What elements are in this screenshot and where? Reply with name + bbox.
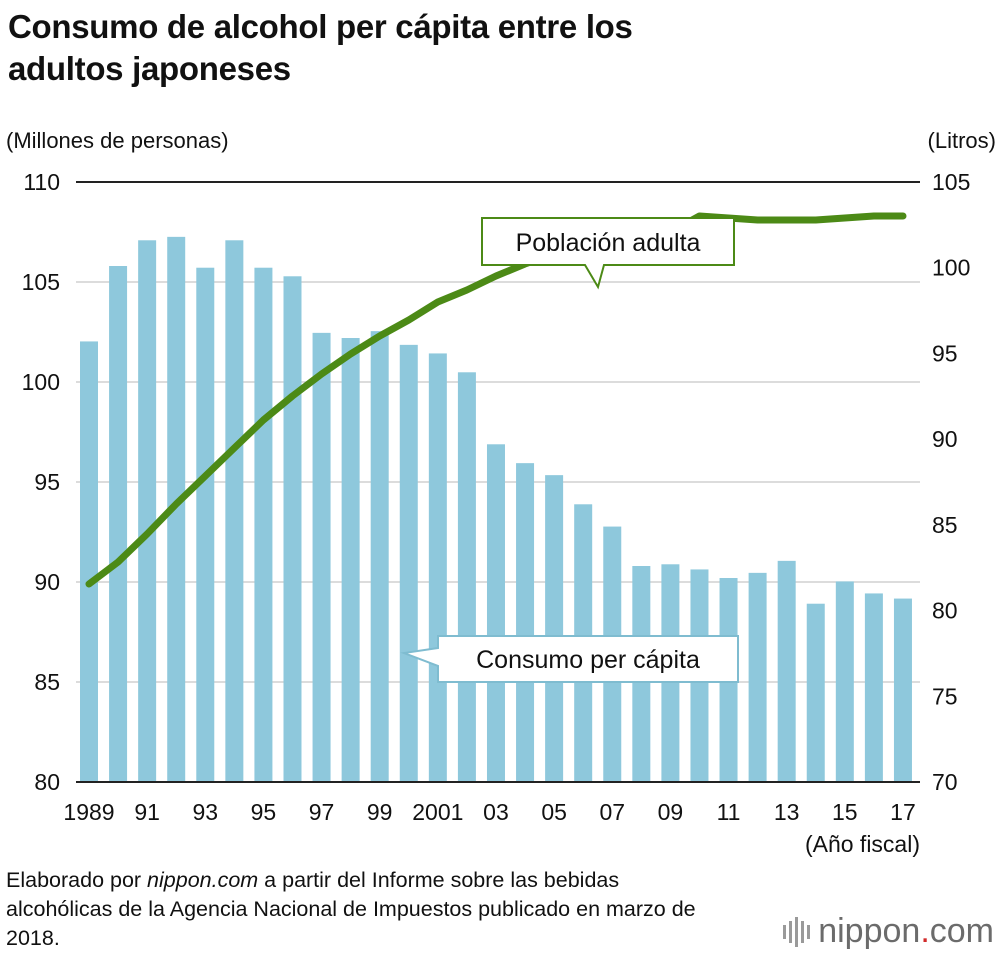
right-axis-unit: (Litros) [927,128,996,153]
title-line-2: adultos japoneses [8,50,291,87]
bar-1989 [80,341,98,782]
bar-1996 [283,276,302,782]
x-tick-2015: 15 [832,799,858,825]
left-axis-unit: (Millones de personas) [6,128,229,153]
x-tick-2003: 03 [483,799,509,825]
nippon-logo: nippon.com [783,912,994,951]
right-tick-80: 80 [932,598,958,624]
logo-text: nippon.com [818,912,994,950]
left-tick-100: 100 [22,369,60,395]
bar-2005 [545,475,564,782]
bar-2017 [893,598,912,782]
bar-1998 [341,338,360,782]
bar-1990 [109,266,128,782]
bar-2003 [486,444,505,782]
x-tick-2005: 05 [541,799,567,825]
logo-mark-icon [783,916,811,947]
left-tick-80: 80 [34,769,60,795]
bar-1999 [370,331,389,782]
bar-label-text: Consumo per cápita [476,646,700,674]
bar-label-box [400,635,739,683]
bar-1994 [225,240,244,783]
right-tick-90: 90 [932,426,958,452]
bar-2014 [806,603,825,782]
x-tick-1989: 1989 [63,799,114,825]
x-tick-1997: 97 [309,799,335,825]
left-tick-95: 95 [34,469,60,495]
source-site: nippon.com [147,868,259,892]
left-axis-ticks: 80 85 90 95 100 105 110 [22,169,60,795]
x-tick-1999: 99 [367,799,393,825]
right-tick-95: 95 [932,340,958,366]
x-tick-2009: 09 [658,799,684,825]
bar-1991 [138,240,157,783]
bar-1995 [254,267,273,782]
right-tick-105: 105 [932,169,970,195]
x-tick-1993: 93 [192,799,218,825]
line-label-text: Población adulta [516,229,701,257]
bar-1992 [167,236,186,782]
x-axis-ticks: 1989 91 93 95 97 99 2001 03 05 07 09 11 13 15 17 [63,799,915,825]
line-series-label: Población adulta [481,217,735,290]
bar-2001 [428,353,447,782]
left-tick-85: 85 [34,669,60,695]
title-line-1: Consumo de alcohol per cápita entre los [8,8,633,45]
bar-2002 [457,372,476,782]
left-tick-90: 90 [34,569,60,595]
right-tick-100: 100 [932,255,970,281]
bar-2013 [777,560,796,782]
right-tick-75: 75 [932,683,958,709]
bar-series [80,236,912,783]
bar-2000 [399,344,418,782]
right-axis-ticks: 70 75 80 85 90 95 100 105 [932,169,970,795]
source-note: Elaborado por nippon.com a partir del In… [6,866,726,953]
left-tick-105: 105 [22,269,60,295]
line-label-box [481,217,735,290]
bar-2016 [864,593,883,782]
chart-canvas: 80 85 90 95 100 105 110 70 75 80 85 90 95 100 105 198… [22,169,971,857]
bar-2015 [835,581,854,782]
right-tick-85: 85 [932,512,958,538]
x-tick-1995: 95 [251,799,277,825]
chart-title: Consumo de alcohol per cápita entre los … [8,6,908,90]
x-axis-unit: (Año fiscal) [805,831,920,857]
x-tick-2017: 17 [890,799,916,825]
source-suffix: a partir del Informe sobre las bebidas a… [6,868,696,950]
left-tick-110: 110 [23,169,60,195]
x-tick-2013: 13 [774,799,800,825]
x-tick-2001: 2001 [412,799,463,825]
bar-1993 [196,267,215,782]
right-tick-70: 70 [932,769,958,795]
bar-series-label: Consumo per cápita [400,635,739,683]
bar-2004 [516,463,535,782]
bar-2012 [748,572,767,782]
x-tick-2011: 11 [717,799,741,825]
bar-1997 [312,332,331,782]
x-tick-2007: 07 [599,799,625,825]
x-tick-1991: 91 [134,799,160,825]
source-prefix: Elaborado por [6,868,148,892]
